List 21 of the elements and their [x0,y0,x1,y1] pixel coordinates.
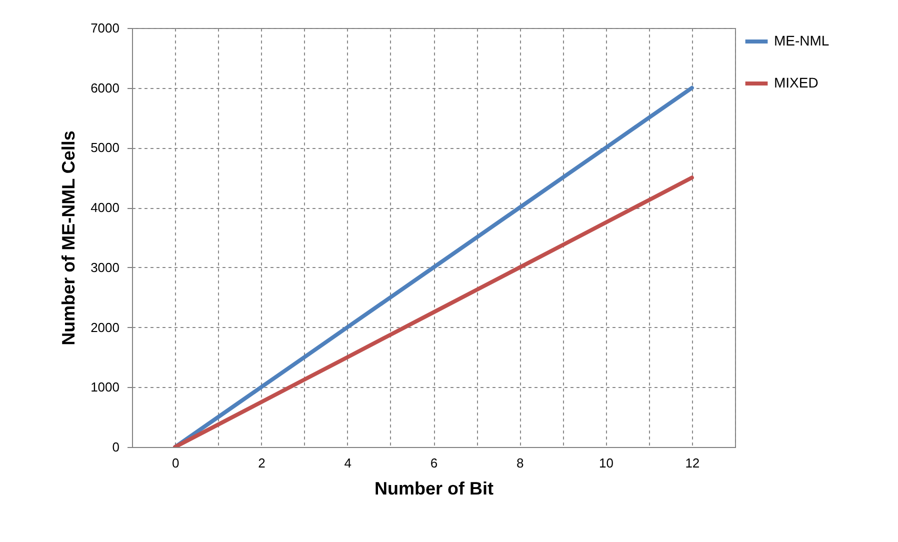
x-tick-label: 8 [516,456,524,470]
x-tick-label: 6 [430,456,438,470]
y-axis-title: Number of ME-NML Cells [58,130,79,346]
x-axis-title: Number of Bit [374,478,494,498]
y-tick-label: 3000 [90,260,120,275]
x-tick-label: 10 [599,456,614,470]
y-tick-label: 4000 [90,200,120,216]
line-series [173,176,694,447]
legend-label: MIXED [774,74,818,90]
x-tick-label: 2 [258,456,266,470]
y-tick-label: 7000 [90,20,120,36]
y-tick-label: 5000 [90,140,120,156]
x-tick-label: 4 [344,456,352,470]
y-tick-label: 0 [112,440,120,454]
line-series [173,86,694,447]
legend-label: ME-NML [774,32,830,48]
y-tick-label: 6000 [90,80,120,96]
y-tick-label: 2000 [90,320,120,335]
y-tick-label: 1000 [90,380,120,395]
x-tick-label: 0 [172,456,180,470]
x-tick-label: 12 [685,456,700,470]
